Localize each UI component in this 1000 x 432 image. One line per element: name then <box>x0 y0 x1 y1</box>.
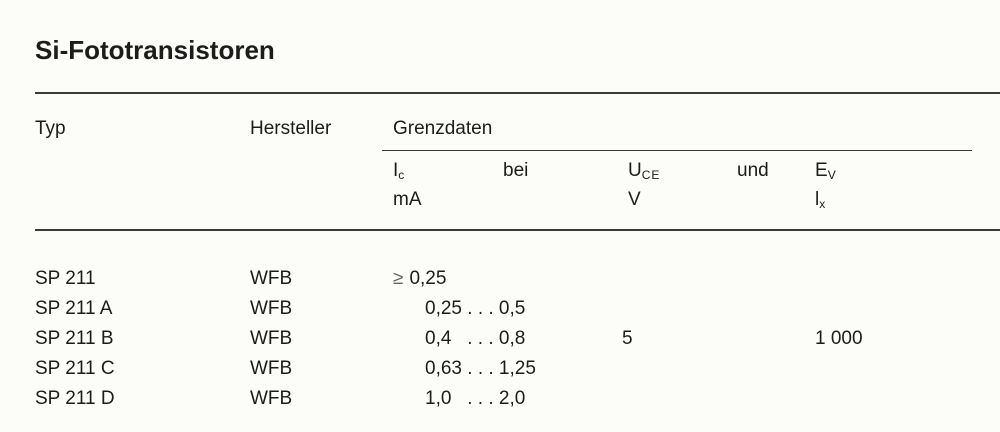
cell-hersteller: WFB <box>250 328 293 349</box>
ev-unit-symbol: l <box>815 189 820 210</box>
top-rule <box>35 92 1000 94</box>
und-label: und <box>737 160 769 181</box>
col-header-uce: UCE <box>628 160 660 186</box>
cell-hersteller: WFB <box>250 298 293 319</box>
uce-unit: V <box>628 189 641 210</box>
cell-hersteller: WFB <box>250 358 293 379</box>
cell-typ: SP 211 B <box>35 328 114 349</box>
cell-ic: 0,4 . . . 0,8 <box>425 328 526 349</box>
ev-sub: V <box>827 168 837 182</box>
cell-typ: SP 211 A <box>35 298 113 319</box>
col-header-typ: Typ <box>35 118 66 139</box>
ic-symbol: I <box>393 160 399 181</box>
ev-unit-sub: x <box>819 197 827 211</box>
cell-typ: SP 211 <box>35 268 96 289</box>
uce-symbol: U <box>628 160 642 181</box>
grenzdaten-rule <box>382 150 972 151</box>
page-title: Si-Fototransistoren <box>35 35 275 65</box>
col-header-grenzdaten: Grenzdaten <box>393 118 493 139</box>
cell-ic: ≥0,25 <box>393 268 446 290</box>
cell-ic: 0,63 . . . 1,25 <box>425 358 536 379</box>
cell-ic: 0,25 . . . 0,5 <box>425 298 526 319</box>
cell-uce: 5 <box>622 328 633 349</box>
ev-symbol: E <box>815 160 828 181</box>
col-header-ev: EV <box>815 160 837 186</box>
header-bottom-rule <box>35 229 1000 231</box>
cell-ic: 1,0 . . . 2,0 <box>425 388 526 409</box>
ic-unit: mA <box>393 189 422 210</box>
bei-label: bei <box>503 160 529 181</box>
cell-hersteller: WFB <box>250 268 293 289</box>
cell-hersteller: WFB <box>250 388 293 409</box>
cell-typ: SP 211 C <box>35 358 115 379</box>
cell-ic-value: 0,25 <box>409 268 447 289</box>
cell-ev: 1 000 <box>815 328 863 349</box>
cell-typ: SP 211 D <box>35 388 115 409</box>
uce-sub: CE <box>641 168 661 182</box>
col-header-ic: Ic <box>393 160 405 186</box>
greater-equal-sign: ≥ <box>393 268 404 289</box>
col-header-hersteller: Hersteller <box>250 118 332 139</box>
ev-unit: lx <box>815 189 826 215</box>
ic-sub: c <box>398 168 406 182</box>
